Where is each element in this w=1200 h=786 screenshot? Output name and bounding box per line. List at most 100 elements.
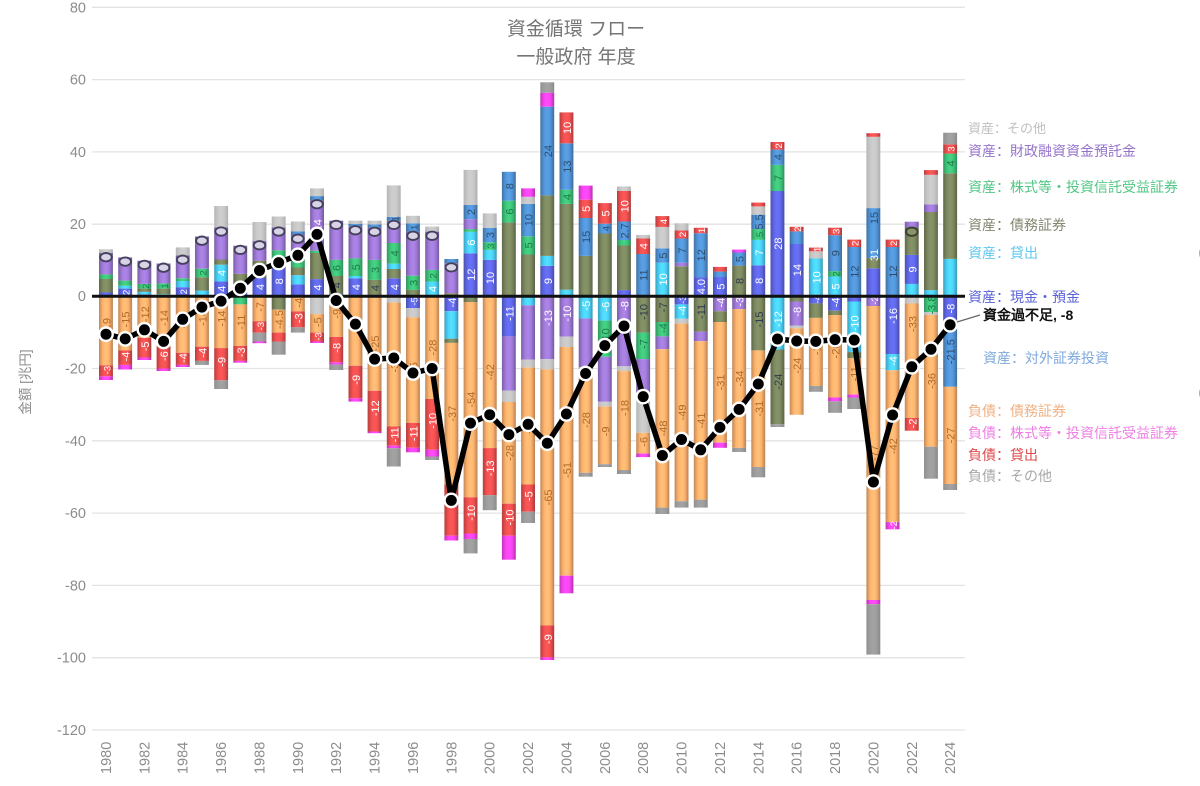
- svg-text:5: 5: [351, 264, 363, 270]
- svg-text:1: 1: [812, 247, 823, 252]
- svg-text:-9: -9: [332, 309, 344, 319]
- svg-text:資産：株式等・投資信託受益証券: 資産：株式等・投資信託受益証券: [968, 179, 1178, 195]
- svg-text:2024: 2024: [943, 742, 959, 774]
- svg-text:-80: -80: [65, 578, 86, 594]
- svg-text:-6: -6: [639, 437, 651, 447]
- svg-text:-42: -42: [888, 438, 900, 454]
- svg-text:2018: 2018: [828, 742, 844, 774]
- svg-text:4: 4: [389, 284, 401, 290]
- svg-text:-4: -4: [178, 353, 190, 363]
- svg-text:-24: -24: [773, 374, 785, 390]
- svg-text:-11: -11: [696, 304, 708, 319]
- svg-text:1988: 1988: [253, 742, 269, 774]
- svg-text:2: 2: [141, 284, 152, 289]
- svg-text:2: 2: [198, 270, 209, 275]
- svg-text:4: 4: [217, 270, 229, 276]
- svg-text:-3.8: -3.8: [927, 296, 939, 315]
- svg-text:-15: -15: [754, 312, 766, 328]
- svg-text:28: 28: [773, 237, 785, 249]
- svg-text:負債：その他: 負債：その他: [968, 468, 1052, 484]
- svg-text:5: 5: [755, 232, 766, 237]
- svg-text:2002: 2002: [521, 742, 537, 774]
- svg-text:-4: -4: [293, 298, 305, 308]
- svg-text:10: 10: [811, 271, 823, 283]
- svg-text:-6: -6: [600, 302, 612, 312]
- svg-text:80: 80: [70, 0, 86, 16]
- svg-text:31: 31: [869, 249, 881, 261]
- svg-text:8: 8: [735, 278, 747, 284]
- svg-text:5: 5: [831, 283, 843, 289]
- svg-text:12: 12: [888, 265, 900, 277]
- svg-text:-15: -15: [121, 312, 133, 328]
- svg-text:0: 0: [78, 289, 86, 305]
- svg-text:-8: -8: [946, 304, 958, 314]
- svg-text:5: 5: [524, 242, 536, 248]
- svg-text:5: 5: [600, 210, 612, 216]
- svg-text:-25: -25: [370, 336, 382, 352]
- svg-text:14: 14: [792, 264, 804, 276]
- svg-text:-13: -13: [485, 460, 497, 476]
- svg-text:4: 4: [773, 154, 785, 160]
- svg-text:24: 24: [543, 145, 555, 157]
- svg-text:6: 6: [466, 240, 478, 246]
- svg-text:-48: -48: [658, 420, 670, 436]
- svg-text:-3: -3: [236, 347, 248, 357]
- svg-text:資産：債務証券: 資産：債務証券: [968, 217, 1066, 233]
- svg-text:-9: -9: [351, 375, 363, 385]
- svg-text:1990: 1990: [291, 742, 307, 774]
- svg-text:4: 4: [389, 250, 401, 256]
- svg-text:12: 12: [696, 249, 708, 261]
- svg-text:4: 4: [562, 194, 574, 200]
- svg-text:3: 3: [832, 229, 843, 234]
- svg-text:金額 [兆円]: 金額 [兆円]: [18, 349, 33, 414]
- svg-text:-11: -11: [389, 427, 401, 442]
- svg-text:1980: 1980: [99, 742, 115, 774]
- svg-text:-42: -42: [485, 364, 497, 380]
- svg-text:2: 2: [774, 143, 785, 148]
- svg-text:-9: -9: [600, 427, 612, 437]
- svg-text:2: 2: [832, 271, 843, 276]
- svg-text:-10: -10: [850, 315, 862, 331]
- svg-text:-4.5: -4.5: [274, 310, 286, 329]
- svg-text:-10: -10: [466, 505, 478, 521]
- svg-text:10: 10: [620, 200, 632, 212]
- svg-text:-6: -6: [159, 351, 171, 361]
- svg-text:-10: -10: [639, 304, 651, 320]
- svg-text:10: 10: [524, 214, 536, 226]
- svg-text:4: 4: [639, 243, 651, 249]
- svg-text:-14: -14: [217, 311, 229, 327]
- svg-text:13: 13: [562, 160, 574, 172]
- svg-text:8: 8: [274, 278, 286, 284]
- svg-text:3: 3: [486, 243, 497, 248]
- svg-text:-20: -20: [65, 362, 86, 378]
- svg-text:-3: -3: [256, 322, 267, 330]
- svg-text:4: 4: [370, 285, 382, 291]
- svg-text:2.7: 2.7: [620, 223, 632, 238]
- svg-text:-51: -51: [562, 462, 574, 478]
- svg-text:4: 4: [255, 284, 267, 290]
- svg-text:-9: -9: [217, 357, 229, 367]
- svg-text:9: 9: [831, 250, 843, 256]
- svg-text:8: 8: [504, 183, 516, 189]
- svg-text:-7: -7: [255, 302, 267, 312]
- svg-text:-10: -10: [562, 306, 574, 322]
- svg-text:11: 11: [639, 269, 651, 280]
- svg-text:-10: -10: [504, 510, 516, 526]
- svg-text:5: 5: [581, 206, 593, 212]
- svg-text:資金過不足, -8: 資金過不足, -8: [983, 307, 1073, 323]
- svg-text:-31: -31: [715, 374, 727, 390]
- svg-text:-4: -4: [197, 348, 209, 358]
- svg-text:2006: 2006: [598, 742, 614, 774]
- svg-text:-12: -12: [370, 400, 382, 416]
- svg-text:-4: -4: [658, 323, 670, 333]
- svg-text:4: 4: [601, 226, 612, 231]
- svg-text:2: 2: [122, 290, 133, 295]
- svg-text:2004: 2004: [559, 742, 575, 774]
- svg-text:-16: -16: [888, 308, 900, 324]
- svg-text:資金循環 フロー: 資金循環 フロー: [507, 18, 645, 40]
- svg-text:-2: -2: [870, 296, 881, 304]
- svg-text:（: （: [1190, 386, 1200, 401]
- svg-text:2: 2: [429, 273, 440, 278]
- svg-text:2022: 2022: [905, 742, 921, 774]
- svg-text:5: 5: [735, 256, 747, 262]
